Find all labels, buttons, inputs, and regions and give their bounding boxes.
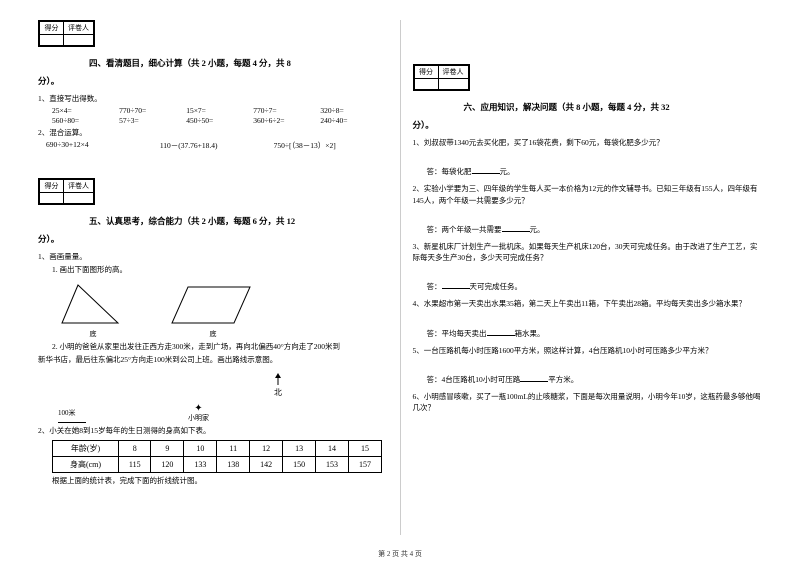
section4-title: 四、看清题目，细心计算（共 2 小题，每题 4 分，共 8 xyxy=(38,57,388,69)
right-column: 得分评卷人 六、应用知识，解决问题（共 8 小题，每题 4 分，共 32 分）。… xyxy=(400,20,771,535)
problem-5: 5、一台压路机每小时压路1600平方米，照这样计算，4台压路机10小时可压路多少… xyxy=(413,345,763,356)
s5-q2-note: 根据上面的统计表，完成下面的折线统计图。 xyxy=(52,475,388,486)
score-box-section6: 得分评卷人 xyxy=(413,64,470,91)
table-row: 身高(cm) 115 120 133 138 142 150 153 157 xyxy=(53,457,382,473)
triangle-shape: 底 xyxy=(58,281,128,339)
problem-4: 4、水果超市第一天卖出水果35箱，第二天上午卖出11箱，下午卖出28箱。平均每天… xyxy=(413,298,763,309)
problem-3: 3、新星机床厂计划生产一批机床。如果每天生产机床120台，30天可完成任务。由于… xyxy=(413,241,763,264)
score-box-section5: 得分评卷人 xyxy=(38,178,95,205)
grader-label: 评卷人 xyxy=(64,22,94,35)
cross-icon: ✦ xyxy=(188,405,209,413)
blank-field[interactable] xyxy=(520,374,548,382)
s4-q2: 2、混合运算。 xyxy=(38,127,388,138)
s5-q1-2a: 2. 小明的爸爸从家里出发往正西方走300米，走到广场，再向北偏西40°方向走了… xyxy=(52,341,388,352)
table-row: 年龄(岁) 8 9 10 11 12 13 14 15 xyxy=(53,441,382,457)
answer-2: 答：两个年级一共需要元。 xyxy=(427,224,763,235)
home-marker: ✦ 小明家 xyxy=(188,405,209,423)
blank-field[interactable] xyxy=(472,166,500,174)
problem-2: 2、实验小学要为三、四年级的学生每人买一本价格为12元的作文辅导书。已知三年级有… xyxy=(413,183,763,206)
calc-row-1: 25×4= 770÷70= 15×7= 770÷7= 320÷8= xyxy=(52,106,388,115)
section4-title-cont: 分）。 xyxy=(38,75,388,87)
answer-5: 答：4台压路机10小时可压路平方米。 xyxy=(427,374,763,385)
score-label: 得分 xyxy=(40,22,64,35)
s5-q1-2b: 新华书店，最后往东偏北25°方向走100米到公司上班。画出路线示意图。 xyxy=(38,354,388,365)
blank-field[interactable] xyxy=(442,281,470,289)
north-arrow: 北 xyxy=(273,373,283,398)
route-diagram: 北 100米 ✦ 小明家 xyxy=(38,373,388,423)
s4-q1: 1、直接写出得数。 xyxy=(38,93,388,104)
mixed-row: 690÷30+12×4 110－(37.76+18.4) 750÷[（38－13… xyxy=(46,140,388,151)
answer-3: 答：天可完成任务。 xyxy=(427,281,763,292)
section5-title-cont: 分）。 xyxy=(38,233,388,245)
scale-bar: 100米 xyxy=(58,408,86,426)
s5-q1-1: 1. 画出下面图形的高。 xyxy=(52,264,388,275)
answer-1: 答：每袋化肥元。 xyxy=(427,166,763,177)
answer-4: 答：平均每天卖出箱水果。 xyxy=(427,328,763,339)
problem-6: 6、小明感冒咳嗽，买了一瓶100mL的止咳糖浆，下面是每次用量说明，小明今年10… xyxy=(413,391,763,414)
page-footer: 第 2 页 共 4 页 xyxy=(0,549,800,559)
shapes-row: 底 底 xyxy=(58,281,388,339)
blank-field[interactable] xyxy=(502,224,530,232)
left-column: 得分评卷人 四、看清题目，细心计算（共 2 小题，每题 4 分，共 8 分）。 … xyxy=(30,20,400,535)
s5-q1: 1、画画量量。 xyxy=(38,251,388,262)
s5-q2: 2、小关在她8到15岁每年的生日测得的身高如下表。 xyxy=(38,425,388,436)
parallelogram-shape: 底 xyxy=(168,281,258,339)
problem-1: 1、刘叔叔带1340元去买化肥，买了16袋花费，剩下60元，每袋化肥多少元？ xyxy=(413,137,763,148)
blank-field[interactable] xyxy=(487,328,515,336)
calc-row-2: 560÷80= 57÷3= 450÷50= 360÷6÷2= 240÷40= xyxy=(52,116,388,125)
section6-title: 六、应用知识，解决问题（共 8 小题，每题 4 分，共 32 xyxy=(413,101,763,113)
section6-title-cont: 分）。 xyxy=(413,119,763,131)
section5-title: 五、认真思考，综合能力（共 2 小题，每题 6 分，共 12 xyxy=(38,215,388,227)
height-table: 年龄(岁) 8 9 10 11 12 13 14 15 身高(cm) 115 1… xyxy=(52,440,382,473)
score-box-section4: 得分评卷人 xyxy=(38,20,95,47)
